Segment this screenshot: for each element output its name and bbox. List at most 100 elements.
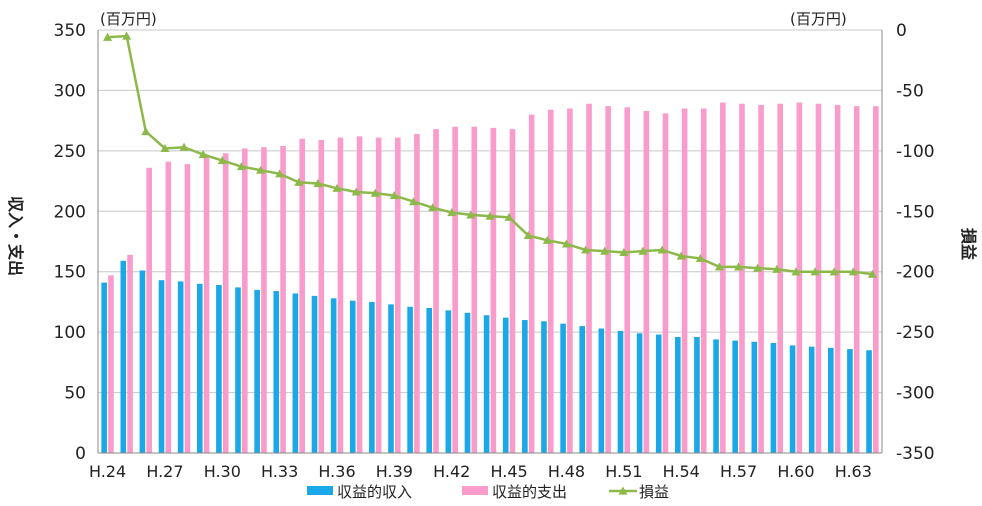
income-bar	[541, 321, 547, 453]
profit-marker	[275, 169, 285, 178]
profit-marker	[829, 267, 839, 276]
right-tick-label: -50	[896, 81, 924, 101]
profit-marker	[428, 203, 438, 212]
expense-bar	[509, 129, 516, 454]
profit-marker	[504, 212, 514, 221]
expense-bar	[375, 137, 382, 453]
expense-bar	[796, 102, 803, 453]
expense-bar	[624, 107, 631, 453]
income-bar	[445, 310, 452, 453]
expense-bar	[414, 133, 420, 454]
profit-marker	[198, 149, 208, 159]
expense-bar	[394, 137, 401, 453]
profit-marker	[256, 165, 266, 174]
expense-bar	[700, 108, 707, 454]
expense-bars	[108, 102, 879, 454]
income-bar	[426, 307, 433, 453]
income-bar	[330, 298, 337, 453]
income-bar	[177, 281, 184, 453]
left-tick-label: 250	[54, 142, 86, 162]
profit-marker	[103, 32, 113, 41]
expense-bar	[471, 126, 478, 453]
income-bar	[388, 304, 394, 453]
x-tick-label: H.36	[318, 462, 355, 481]
legend-label: 損益	[639, 483, 669, 501]
profit-marker	[447, 207, 457, 217]
income-bar	[770, 343, 777, 453]
legend-swatch	[462, 486, 488, 495]
income-bar	[311, 295, 318, 453]
left-tick-label: 150	[54, 263, 86, 283]
axes	[97, 30, 883, 454]
profit-marker	[753, 263, 763, 272]
expense-bar	[777, 103, 784, 454]
profit-marker	[542, 235, 552, 244]
x-tick-label: H.30	[204, 462, 241, 481]
profit-marker	[217, 156, 227, 165]
income-bar	[120, 260, 127, 453]
income-bar	[579, 326, 586, 453]
left-axis-ticks: 350 300 250 200 150 100 50 0	[54, 21, 86, 464]
expense-bar	[834, 104, 841, 453]
expense-bar	[758, 104, 764, 453]
x-tick-label: H.48	[548, 462, 585, 481]
right-tick-label: -300	[896, 384, 935, 404]
x-tick-label: H.24	[89, 462, 126, 481]
profit-marker	[810, 267, 820, 276]
expense-bar	[681, 108, 688, 454]
income-bar	[502, 317, 509, 453]
profit-marker	[695, 253, 705, 263]
income-bar	[617, 330, 624, 453]
expense-bar	[567, 108, 573, 454]
expense-bar	[242, 148, 248, 453]
legend: 収益的収入 収益的支出 損益	[307, 483, 669, 501]
profit-marker	[141, 127, 151, 136]
profit-marker	[370, 188, 380, 197]
legend-marker	[618, 486, 628, 495]
expense-bar	[873, 106, 879, 453]
x-tick-label: H.45	[491, 462, 528, 481]
profit-marker	[466, 210, 476, 219]
profit-marker	[561, 239, 571, 248]
x-tick-label: H.33	[261, 462, 298, 481]
profit-marker	[523, 230, 533, 240]
profit-marker	[351, 187, 361, 196]
profit-marker	[600, 246, 610, 255]
profit-marker	[122, 31, 132, 40]
expense-bar	[184, 164, 191, 453]
income-bar	[827, 347, 834, 453]
right-tick-label: -200	[896, 263, 935, 283]
income-bar	[349, 300, 356, 453]
income-bar	[101, 282, 107, 453]
profit-line	[107, 34, 873, 276]
legend-swatch	[307, 486, 333, 495]
expense-bar	[433, 129, 439, 454]
right-tick-label: -250	[896, 323, 935, 343]
x-tick-label: H.27	[146, 462, 183, 481]
profit-marker	[848, 267, 858, 276]
profit-marker	[389, 191, 399, 200]
income-bar	[196, 283, 203, 453]
profit-marker	[160, 143, 170, 153]
expense-bar	[203, 155, 210, 454]
profit-marker	[332, 183, 342, 192]
income-bars	[101, 260, 872, 453]
left-tick-label: 350	[54, 21, 86, 41]
expense-bar	[261, 147, 267, 453]
profit-marker	[179, 142, 189, 151]
right-axis-title: 損益	[959, 228, 978, 260]
left-unit-label: (百万円)	[100, 10, 157, 28]
expense-bar	[318, 139, 325, 454]
profit-marker	[657, 245, 667, 254]
legend-label: 収益的収入	[337, 483, 412, 501]
income-bar	[369, 301, 375, 453]
x-tick-label: H.42	[433, 462, 470, 481]
expense-bar	[146, 167, 153, 453]
income-bar	[464, 312, 471, 453]
right-tick-label: -150	[896, 202, 935, 222]
expense-bar	[853, 106, 860, 453]
income-bar	[560, 323, 566, 453]
income-bar	[139, 270, 146, 453]
income-bar	[254, 289, 260, 453]
profit-marker	[867, 269, 877, 278]
